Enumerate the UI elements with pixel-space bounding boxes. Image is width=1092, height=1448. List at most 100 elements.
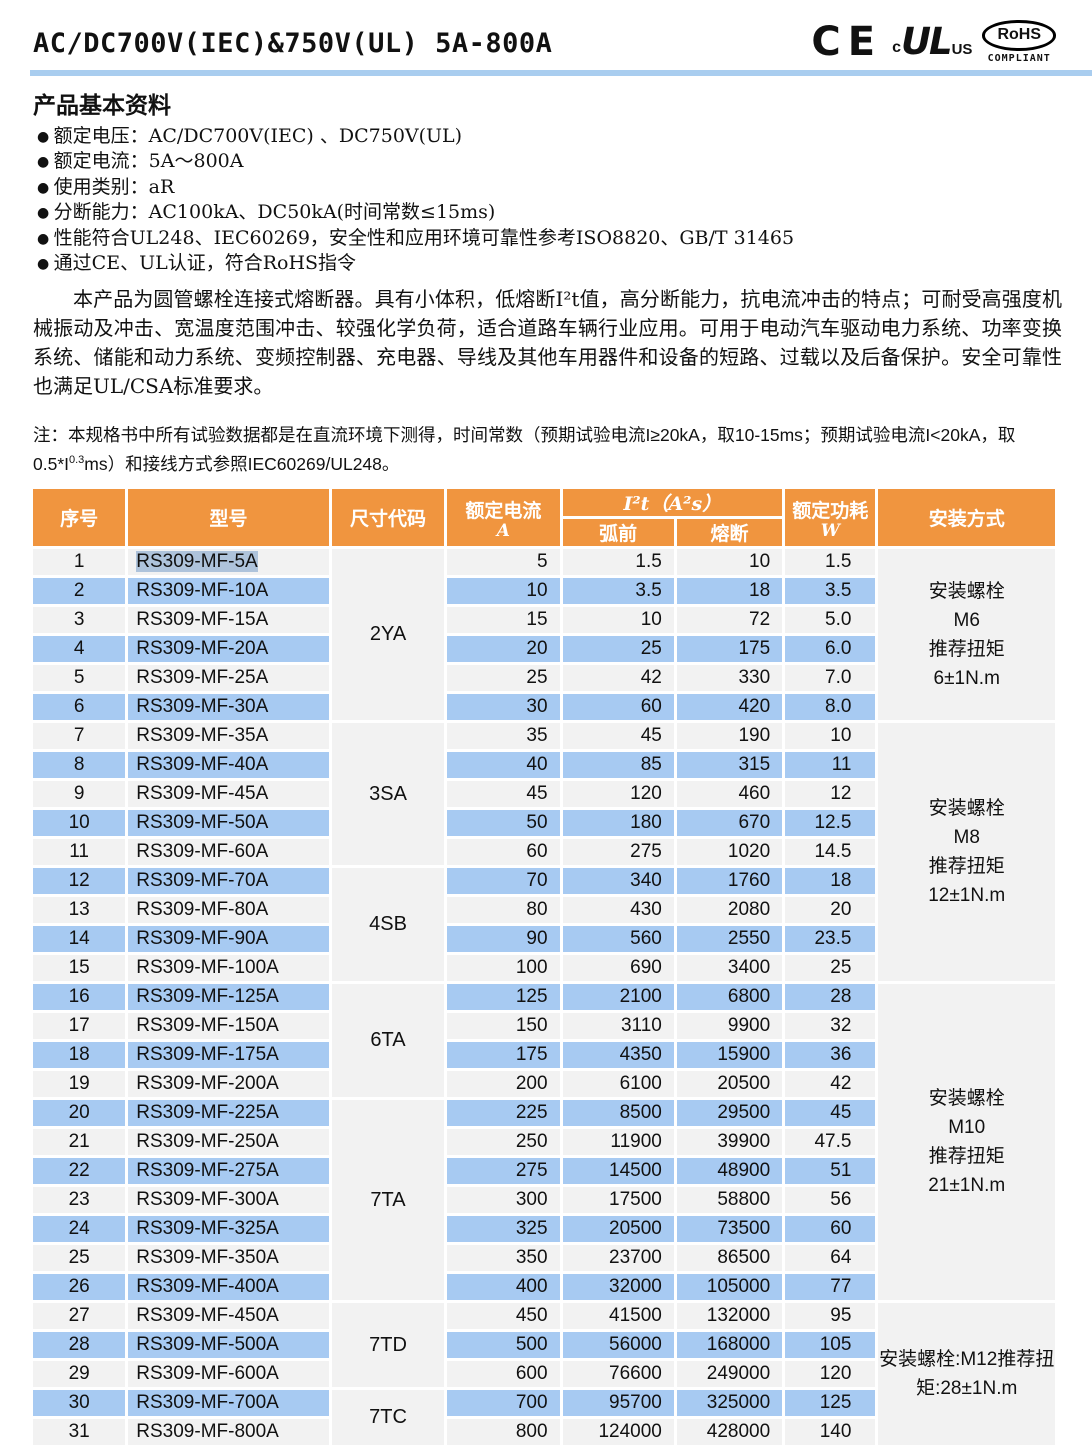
cell-rated-current: 40 xyxy=(447,752,560,779)
cell-rated-power: 8.0 xyxy=(785,694,876,721)
cell-model: RS309-MF-30A xyxy=(128,694,329,721)
cell-model: RS309-MF-45A xyxy=(128,781,329,808)
cell-seq: 24 xyxy=(33,1216,126,1243)
col-header-prearc: 弧前 xyxy=(562,519,674,547)
cell-melting-i2t: 20500 xyxy=(676,1071,783,1098)
table-row: 19 RS309-MF-200A 200 6100 20500 42 xyxy=(33,1071,1055,1098)
col-header-current-label: 额定电流 xyxy=(465,500,542,522)
table-row: 4 RS309-MF-20A 20 25 175 6.0 xyxy=(33,636,1055,663)
bullet-standards: 性能符合UL248、IEC60269，安全性和应用环境可靠性参考ISO8820、… xyxy=(37,226,1092,252)
table-row: 10 RS309-MF-50A 50 180 670 12.5 xyxy=(33,810,1055,837)
cell-prearc-i2t: 1.5 xyxy=(562,549,674,576)
cell-prearc-i2t: 76600 xyxy=(562,1361,674,1388)
cell-melting-i2t: 190 xyxy=(676,723,783,750)
table-row: 20 RS309-MF-225A 7TA 225 8500 29500 45 xyxy=(33,1100,1055,1301)
cell-model: RS309-MF-150A xyxy=(128,1013,329,1040)
cell-prearc-i2t: 42 xyxy=(562,665,674,692)
cell-rated-power: 95 xyxy=(785,1303,876,1330)
cell-seq: 13 xyxy=(33,897,126,924)
cell-seq: 23 xyxy=(33,1187,126,1214)
cell-seq: 21 xyxy=(33,1129,126,1156)
table-row: 8 RS309-MF-40A 40 85 315 11 xyxy=(33,752,1055,779)
section-heading-basic-info: 产品基本资料 xyxy=(33,91,171,119)
cell-melting-i2t: 18 xyxy=(676,578,783,605)
cell-melting-i2t: 420 xyxy=(676,694,783,721)
cell-seq: 3 xyxy=(33,607,126,634)
cell-prearc-i2t: 120 xyxy=(562,781,674,808)
table-row: 6 RS309-MF-30A 30 60 420 8.0 xyxy=(33,694,1055,721)
cell-rated-current: 30 xyxy=(447,694,560,721)
cell-melting-i2t: 460 xyxy=(676,781,783,808)
cell-prearc-i2t: 45 xyxy=(562,723,674,750)
cell-model: RS309-MF-250A xyxy=(128,1129,329,1156)
cell-model: RS309-MF-40A xyxy=(128,752,329,779)
cell-rated-current: 45 xyxy=(447,781,560,808)
cell-model: RS309-MF-80A xyxy=(128,897,329,924)
cell-rated-power: 56 xyxy=(785,1187,876,1214)
page-title: AC/DC700V(IEC)&750V(UL) 5A-800A xyxy=(33,28,553,59)
col-header-model: 型号 xyxy=(128,489,329,547)
cell-rated-power: 6.0 xyxy=(785,636,876,663)
cell-prearc-i2t: 3110 xyxy=(562,1013,674,1040)
cell-model: RS309-MF-275A xyxy=(128,1158,329,1185)
cell-rated-power: 12.5 xyxy=(785,810,876,837)
ul-logo-icon: UL xyxy=(900,20,953,64)
cell-rated-current: 350 xyxy=(447,1245,560,1272)
table-row: 23 RS309-MF-300A 300 17500 58800 56 xyxy=(33,1187,1055,1214)
cell-rated-current: 275 xyxy=(447,1158,560,1185)
table-row: 17 RS309-MF-150A 150 3110 9900 32 xyxy=(33,1013,1055,1040)
rohs-mark-icon: RoHS COMPLIANT xyxy=(982,20,1056,64)
cell-rated-current: 600 xyxy=(447,1361,560,1388)
table-row: 7 RS309-MF-35A 3SA 35 45 190 10 安装螺栓 M8 推荐扭矩 12… xyxy=(33,723,1055,982)
cell-prearc-i2t: 17500 xyxy=(562,1187,674,1214)
product-description: 本产品为圆管螺栓连接式熔断器。具有小体积，低熔断I²t值，高分断能力，抗电流冲击… xyxy=(33,286,1062,398)
spec-table-header: 序号 型号 尺寸代码 额定电流 A I²t（A²s） 额定功耗 W 安装方式 弧… xyxy=(33,489,1055,547)
cell-rated-current: 300 xyxy=(447,1187,560,1214)
bullet-utilization-class: 使用类别：aR xyxy=(37,175,1092,201)
cell-rated-current: 60 xyxy=(447,839,560,866)
cell-rated-current: 25 xyxy=(447,665,560,692)
cell-prearc-i2t: 41500 xyxy=(562,1303,674,1330)
cell-seq: 7 xyxy=(33,723,126,750)
cell-prearc-i2t: 275 xyxy=(562,839,674,866)
cell-rated-current: 70 xyxy=(447,868,560,895)
cell-model: RS309-MF-60A xyxy=(128,839,329,866)
cell-prearc-i2t: 180 xyxy=(562,810,674,837)
cell-melting-i2t: 428000 xyxy=(676,1419,783,1446)
cell-rated-current: 80 xyxy=(447,897,560,924)
col-header-power: 额定功耗 W xyxy=(785,489,876,547)
cell-rated-power: 20 xyxy=(785,897,876,924)
table-row: 15 RS309-MF-100A 100 690 3400 25 xyxy=(33,955,1055,982)
cul-us-label: US xyxy=(951,41,973,59)
table-row: 3 RS309-MF-15A 15 10 72 5.0 xyxy=(33,607,1055,634)
spec-table-body: 1 RS309-MF-5A 2YA 5 1.5 10 1.5 安装螺栓 M6 推荐扭矩 6±1… xyxy=(33,549,1055,1446)
cell-rated-power: 105 xyxy=(785,1332,876,1359)
cell-seq: 14 xyxy=(33,926,126,953)
cell-rated-power: 5.0 xyxy=(785,607,876,634)
cell-seq: 6 xyxy=(33,694,126,721)
cell-rated-power: 120 xyxy=(785,1361,876,1388)
cell-prearc-i2t: 4350 xyxy=(562,1042,674,1069)
cell-model: RS309-MF-200A xyxy=(128,1071,329,1098)
cell-model: RS309-MF-175A xyxy=(128,1042,329,1069)
cell-melting-i2t: 2080 xyxy=(676,897,783,924)
cell-prearc-i2t: 124000 xyxy=(562,1419,674,1446)
cell-rated-power: 7.0 xyxy=(785,665,876,692)
bullet-certifications: 通过CE、UL认证，符合RoHS指令 xyxy=(37,251,1092,277)
cell-seq: 15 xyxy=(33,955,126,982)
cell-melting-i2t: 1020 xyxy=(676,839,783,866)
cell-rated-current: 200 xyxy=(447,1071,560,1098)
col-header-current-unit: A xyxy=(496,520,510,541)
cell-melting-i2t: 10 xyxy=(676,549,783,576)
cell-seq: 4 xyxy=(33,636,126,663)
table-row: 9 RS309-MF-45A 45 120 460 12 xyxy=(33,781,1055,808)
cell-rated-power: 14.5 xyxy=(785,839,876,866)
table-row: 27 RS309-MF-450A 7TD 450 41500 132000 95 安装螺栓:M… xyxy=(33,1303,1055,1446)
cell-seq: 28 xyxy=(33,1332,126,1359)
cell-model: RS309-MF-5A xyxy=(128,549,329,576)
cell-size-code: 4SB xyxy=(331,868,445,982)
col-header-power-label: 额定功耗 xyxy=(792,500,869,522)
ce-mark-icon: CE xyxy=(811,18,883,65)
cell-seq: 25 xyxy=(33,1245,126,1272)
table-row: 21 RS309-MF-250A 250 11900 39900 47.5 xyxy=(33,1129,1055,1156)
